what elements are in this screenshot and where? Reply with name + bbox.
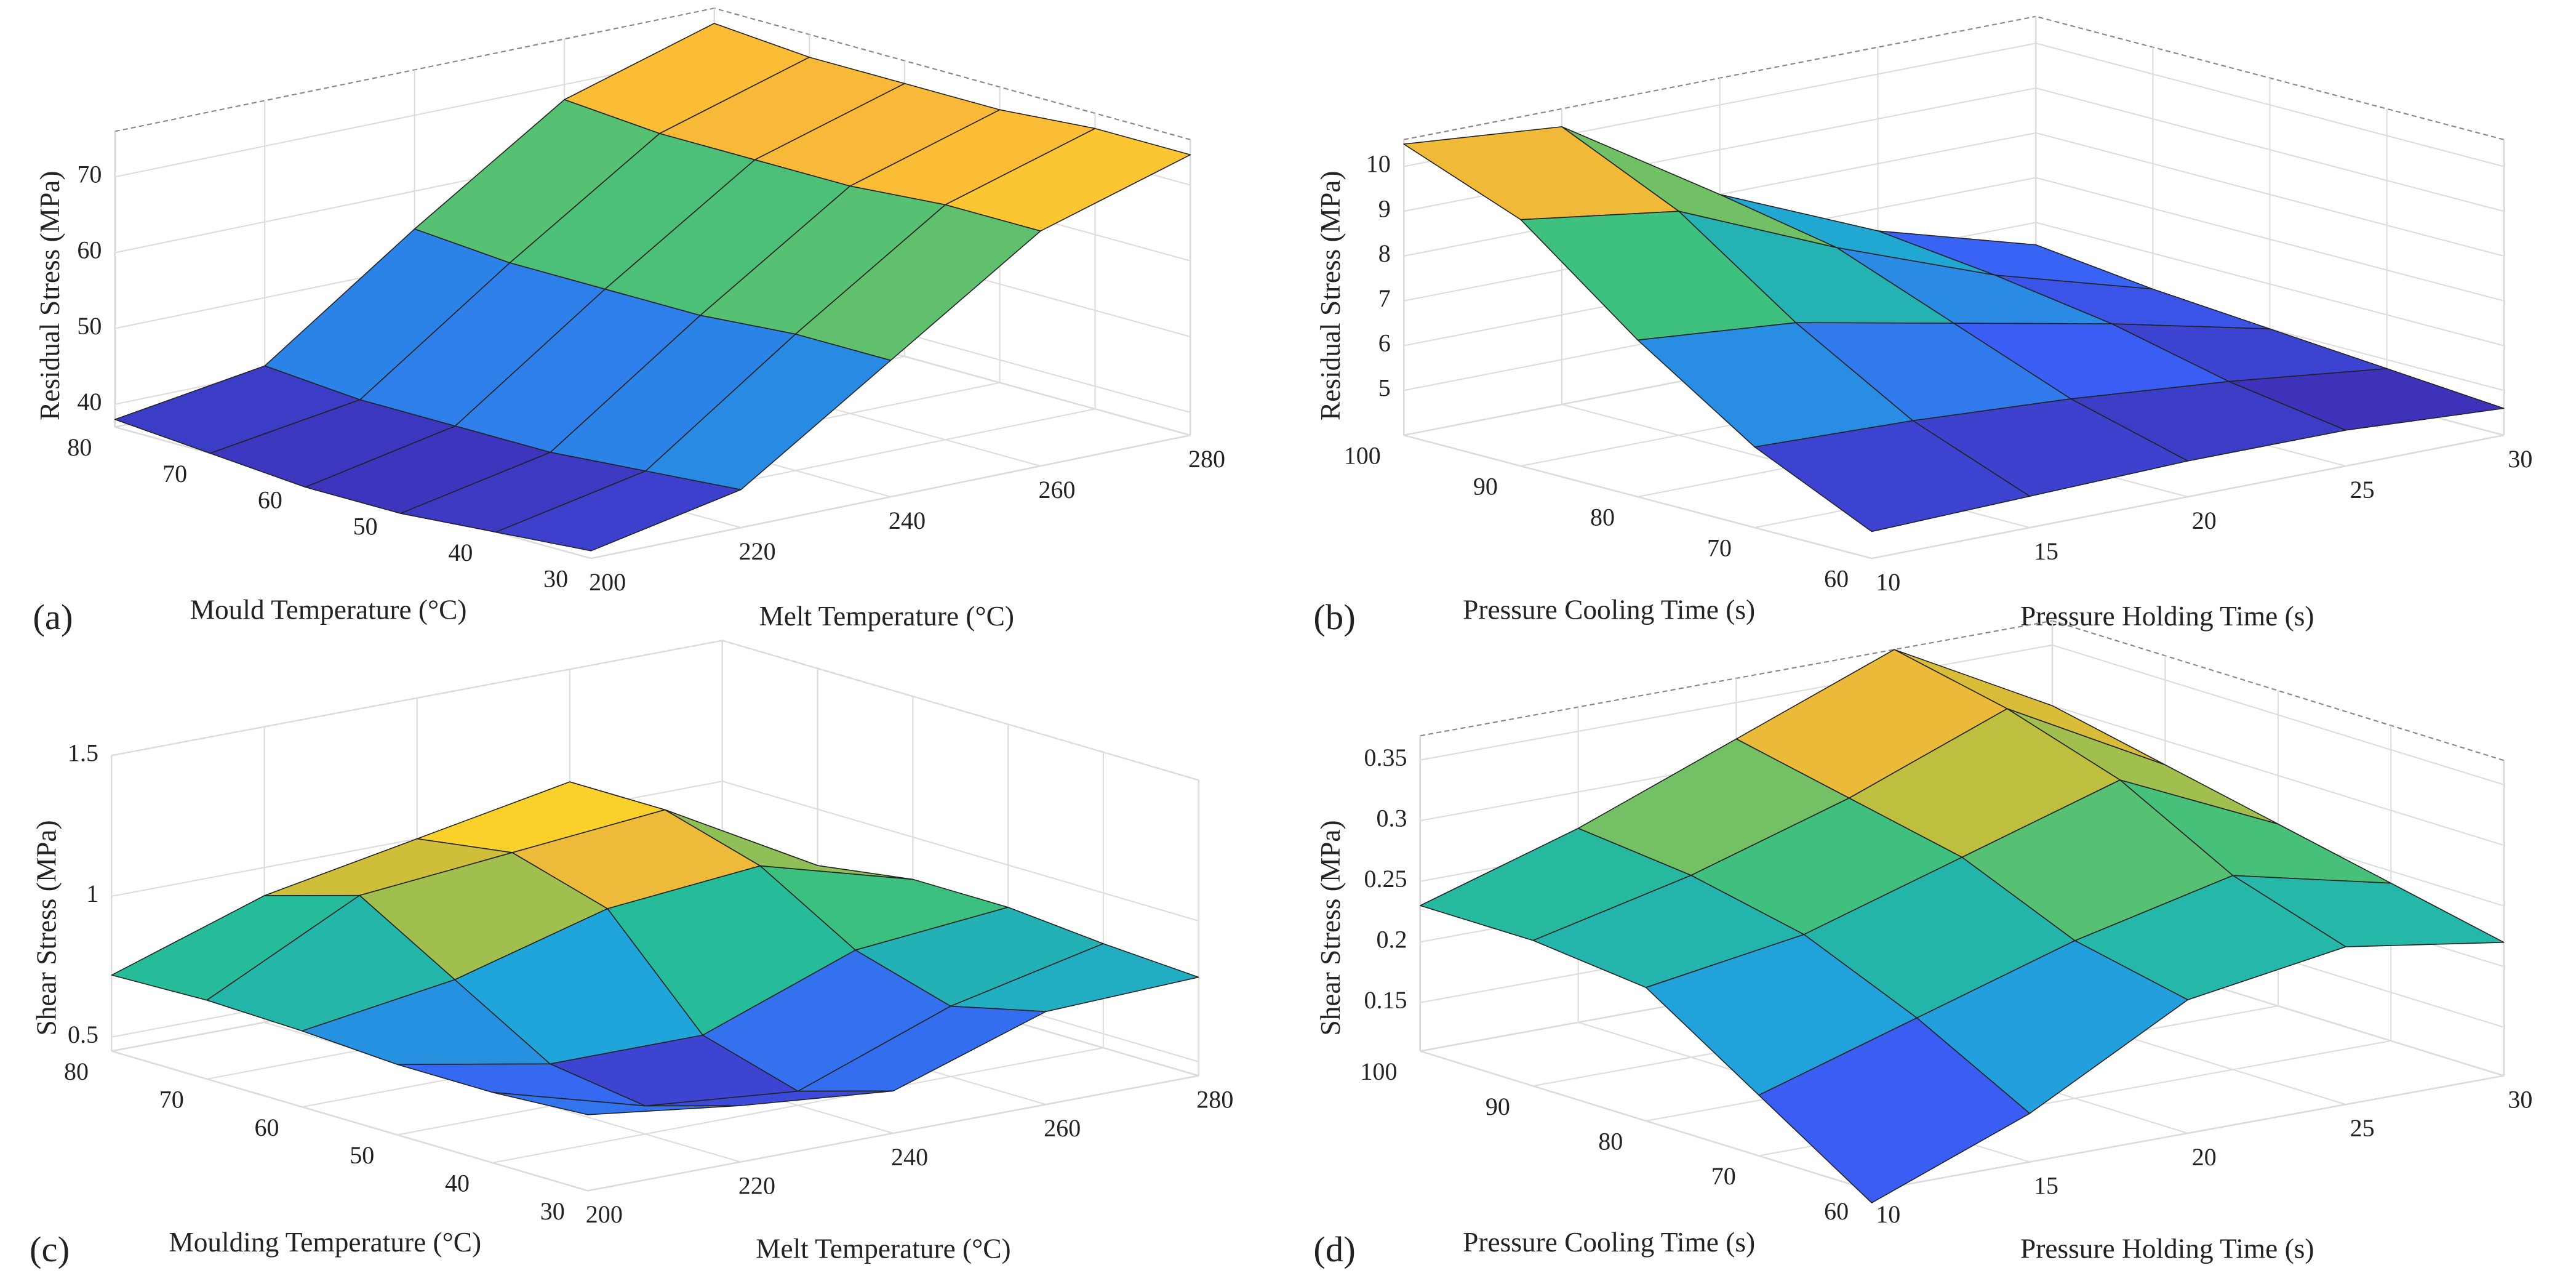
y-tick-label: 30 [540, 1197, 565, 1225]
x-tick-label: 260 [1044, 1114, 1081, 1142]
grid-line [722, 640, 1199, 781]
axis-edge [2052, 620, 2505, 761]
x-tick-label: 10 [1876, 568, 1900, 596]
grid-line [1871, 434, 2504, 560]
y-axis-label: Pressure Cooling Time (s) [1463, 1227, 1755, 1258]
panel-label: (a) [33, 597, 73, 637]
y-axis-label: Moulding Temperature (°C) [169, 1227, 481, 1258]
y-axis-label: Pressure Cooling Time (s) [1463, 595, 1755, 625]
x-tick-label: 25 [2350, 476, 2375, 504]
z-tick-label: 50 [77, 312, 102, 340]
grid-line [591, 434, 1191, 560]
y-tick-label: 60 [255, 1114, 279, 1141]
x-tick-label: 280 [1188, 445, 1225, 473]
surface-patch [1754, 420, 2031, 532]
z-tick-label: 1.5 [68, 739, 98, 766]
y-tick-label: 60 [258, 486, 282, 514]
x-tick-label: 25 [2350, 1114, 2375, 1142]
x-tick-label: 280 [1196, 1085, 1233, 1113]
panel-label: (c) [30, 1229, 70, 1269]
x-tick-label: 15 [2034, 537, 2058, 565]
z-tick-label: 60 [77, 236, 102, 264]
z-tick-label: 40 [77, 388, 102, 416]
x-tick-label: 15 [2034, 1171, 2058, 1199]
y-tick-label: 30 [543, 565, 568, 593]
y-tick-label: 80 [64, 1058, 89, 1085]
y-tick-label: 50 [350, 1141, 374, 1169]
z-tick-label: 6 [1378, 329, 1391, 357]
z-tick-label: 0.35 [1364, 744, 1407, 771]
y-tick-label: 40 [448, 539, 473, 566]
z-tick-label: 70 [77, 161, 102, 188]
y-tick-label: 100 [1360, 1058, 1397, 1085]
x-axis-label: Pressure Holding Time (s) [2020, 1233, 2314, 1264]
y-tick-label: 70 [162, 460, 187, 488]
x-tick-label: 220 [738, 1171, 775, 1199]
surface-patch [495, 470, 742, 552]
y-tick-label: 70 [1707, 534, 1732, 562]
x-tick-label: 260 [1039, 476, 1076, 504]
panel-label: (d) [1313, 1229, 1355, 1269]
y-tick-label: 60 [1824, 565, 1849, 593]
surface-patch [492, 1091, 742, 1115]
x-tick-label: 200 [589, 568, 626, 596]
x-axis-label: Pressure Holding Time (s) [2020, 601, 2314, 632]
grid-line [722, 781, 1199, 922]
z-tick-label: 0.3 [1376, 804, 1407, 832]
z-tick-label: 10 [1366, 150, 1391, 178]
z-axis-label: Shear Stress (MPa) [31, 820, 62, 1035]
z-axis-label: Residual Stress (MPa) [34, 171, 65, 420]
z-axis-label: Shear Stress (MPa) [1315, 820, 1346, 1035]
z-tick-label: 1 [86, 880, 98, 907]
x-tick-label: 20 [2192, 1143, 2217, 1171]
y-tick-label: 80 [1590, 504, 1615, 531]
x-axis-label: Melt Temperature (°C) [756, 1233, 1011, 1264]
y-tick-label: 60 [1824, 1197, 1849, 1225]
surface-patch [1758, 1017, 2031, 1203]
x-tick-label: 30 [2508, 1085, 2532, 1113]
y-tick-label: 70 [159, 1085, 184, 1113]
z-tick-label: 9 [1378, 195, 1391, 222]
x-tick-label: 220 [739, 537, 776, 565]
axis-edge [714, 7, 1191, 140]
z-tick-label: 5 [1378, 374, 1391, 401]
y-tick-label: 80 [1598, 1127, 1623, 1155]
panel-label: (b) [1313, 597, 1355, 637]
figure-content: 40 50 60 70 200 220 240 260 280 30 40 50 60 70 80 Melt … [30, 7, 2532, 1269]
x-tick-label: 240 [891, 1143, 928, 1171]
x-tick-label: 10 [1876, 1200, 1900, 1228]
z-tick-label: 7 [1378, 284, 1391, 312]
x-axis-label: Melt Temperature (°C) [759, 601, 1014, 632]
grid-line [111, 1050, 588, 1192]
y-tick-label: 70 [1711, 1162, 1736, 1190]
grid-line [587, 1075, 1199, 1192]
y-tick-label: 100 [1344, 442, 1381, 470]
x-tick-label: 200 [586, 1200, 623, 1228]
y-tick-label: 40 [445, 1169, 470, 1197]
x-tick-label: 240 [889, 507, 926, 534]
z-tick-label: 0.2 [1376, 925, 1407, 953]
z-tick-label: 0.25 [1364, 865, 1407, 893]
x-tick-label: 20 [2192, 507, 2217, 534]
grid-line [1871, 1075, 2504, 1192]
x-tick-label: 30 [2508, 445, 2532, 473]
z-axis-label: Residual Stress (MPa) [1315, 171, 1346, 420]
y-tick-label: 80 [67, 433, 92, 461]
y-tick-label: 50 [353, 512, 378, 540]
grid-line [492, 1047, 1104, 1163]
y-tick-label: 90 [1473, 473, 1498, 500]
y-tick-label: 90 [1486, 1093, 1510, 1120]
z-tick-label: 8 [1378, 239, 1391, 267]
z-tick-label: 0.15 [1364, 986, 1407, 1014]
z-tick-label: 0.5 [68, 1021, 98, 1048]
y-axis-label: Mould Temperature (°C) [190, 595, 467, 625]
